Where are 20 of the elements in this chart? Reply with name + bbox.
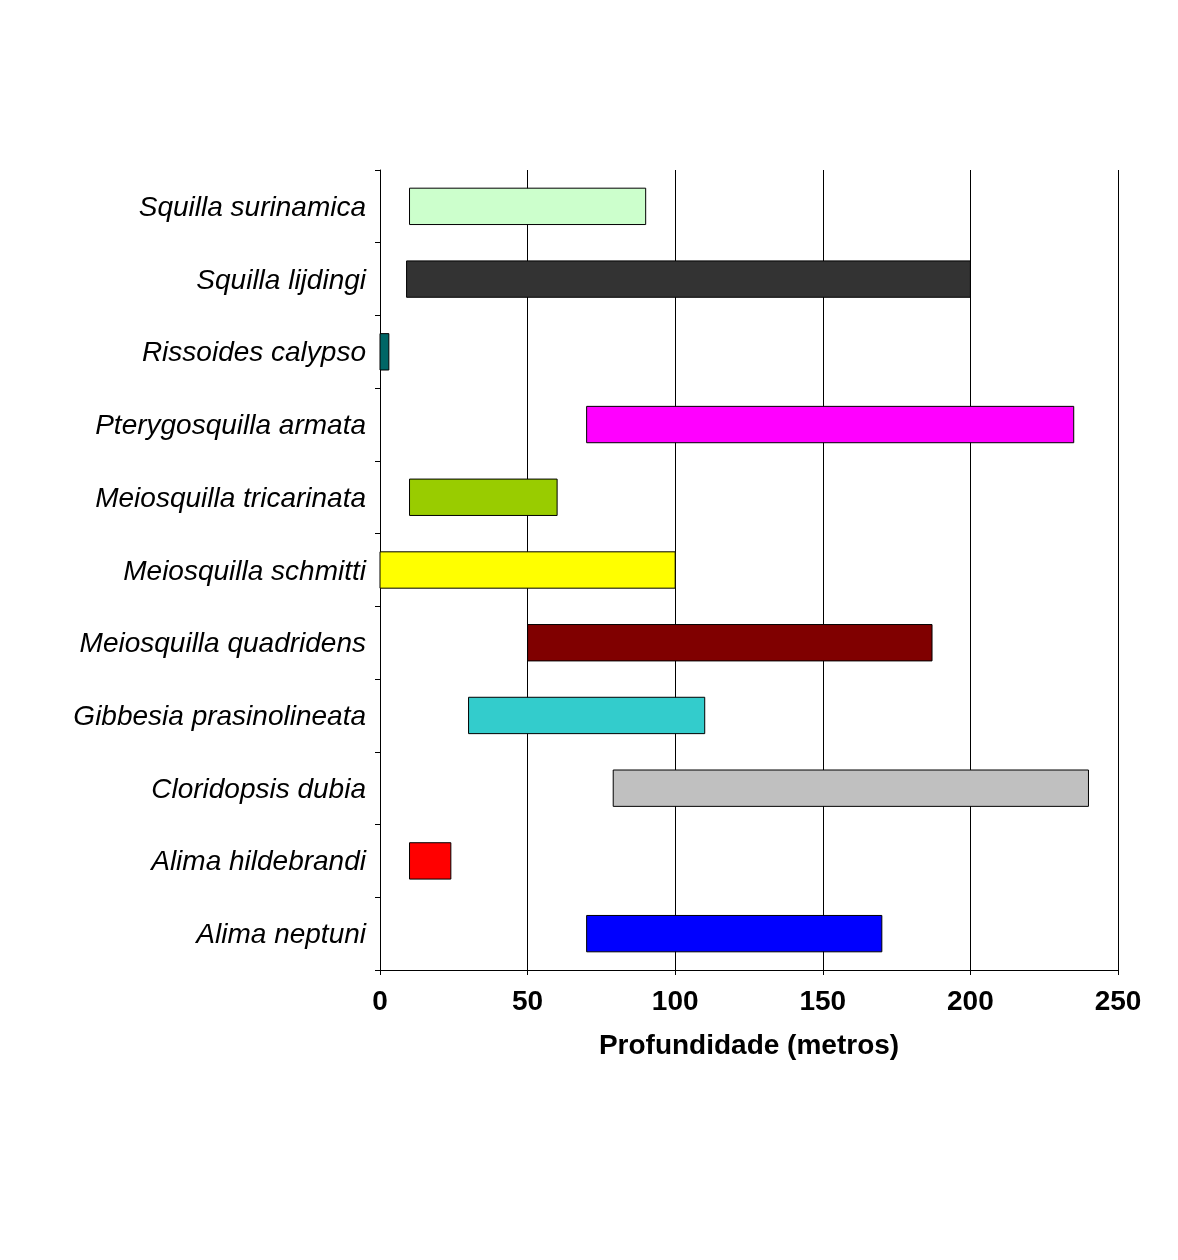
x-tick-label: 100 (651, 984, 699, 1016)
y-tick-label: Rissoides calypso (141, 336, 366, 368)
x-tick-label: 0 (372, 984, 388, 1016)
y-tick-label: Cloridopsis dubia (151, 772, 366, 804)
x-tick-label: 150 (799, 984, 847, 1016)
x-axis-title: Profundidade (metros) (598, 1028, 900, 1060)
bar (409, 842, 452, 880)
y-tick-label: Meiosquilla schmitti (123, 554, 367, 586)
bar (379, 333, 390, 371)
y-tick-label: Squilla lijdingi (196, 263, 367, 295)
y-tick-label: Gibbesia prasinolineata (73, 699, 366, 731)
y-tick-label: Alima hildebrandi (149, 845, 367, 877)
y-tick-label: Meiosquilla tricarinata (95, 481, 366, 513)
x-tick-label: 50 (512, 984, 544, 1016)
x-tick-label: 200 (947, 984, 994, 1016)
x-tick-label: 250 (1094, 984, 1142, 1016)
y-tick-label: Meiosquilla quadridens (79, 627, 366, 659)
y-tick-label: Pterygosquilla armata (95, 409, 366, 441)
y-tick-label: Alima neptuni (194, 918, 367, 950)
y-tick-label: Squilla surinamica (138, 190, 366, 222)
